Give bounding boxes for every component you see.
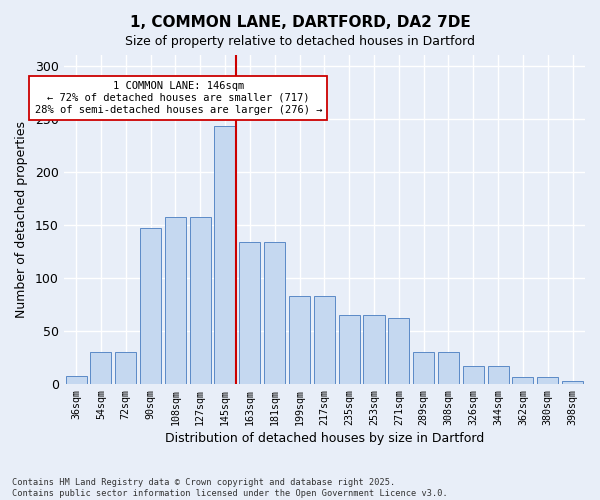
Bar bbox=[463, 366, 484, 384]
Bar bbox=[314, 296, 335, 384]
Bar bbox=[388, 318, 409, 384]
Bar bbox=[438, 352, 459, 384]
Bar bbox=[140, 228, 161, 384]
Bar bbox=[165, 218, 186, 384]
Bar bbox=[289, 296, 310, 384]
Bar bbox=[239, 242, 260, 384]
Text: Contains HM Land Registry data © Crown copyright and database right 2025.
Contai: Contains HM Land Registry data © Crown c… bbox=[12, 478, 448, 498]
Bar bbox=[214, 126, 236, 384]
Bar bbox=[115, 352, 136, 384]
Bar bbox=[190, 218, 211, 384]
Bar bbox=[65, 376, 86, 384]
Bar bbox=[512, 377, 533, 384]
Bar bbox=[264, 242, 285, 384]
Text: 1 COMMON LANE: 146sqm
← 72% of detached houses are smaller (717)
28% of semi-det: 1 COMMON LANE: 146sqm ← 72% of detached … bbox=[35, 82, 322, 114]
Y-axis label: Number of detached properties: Number of detached properties bbox=[15, 121, 28, 318]
Bar bbox=[488, 366, 509, 384]
Bar bbox=[537, 377, 559, 384]
X-axis label: Distribution of detached houses by size in Dartford: Distribution of detached houses by size … bbox=[165, 432, 484, 445]
Text: 1, COMMON LANE, DARTFORD, DA2 7DE: 1, COMMON LANE, DARTFORD, DA2 7DE bbox=[130, 15, 470, 30]
Bar bbox=[562, 381, 583, 384]
Bar bbox=[413, 352, 434, 384]
Bar bbox=[91, 352, 112, 384]
Bar bbox=[364, 315, 385, 384]
Text: Size of property relative to detached houses in Dartford: Size of property relative to detached ho… bbox=[125, 35, 475, 48]
Bar bbox=[338, 315, 360, 384]
